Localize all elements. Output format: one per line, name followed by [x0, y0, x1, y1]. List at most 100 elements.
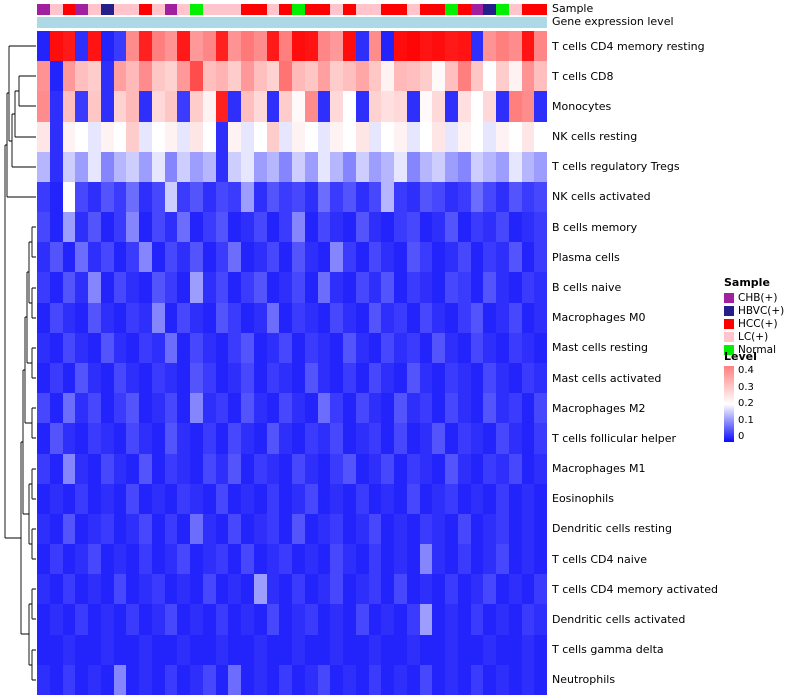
heatmap-cell — [126, 544, 139, 575]
heatmap-cell — [330, 151, 343, 182]
heatmap-cell — [75, 362, 88, 394]
heatmap-cell — [113, 181, 127, 213]
heatmap-cell — [445, 61, 458, 92]
heatmap-cell — [151, 151, 165, 182]
heatmap-cell — [394, 31, 407, 62]
heatmap-cell — [508, 212, 522, 243]
heatmap-cell — [126, 272, 139, 303]
heatmap-cell — [49, 393, 63, 424]
heatmap-cell — [368, 483, 382, 514]
heatmap-cell — [432, 664, 445, 695]
heatmap-cell — [355, 393, 369, 424]
heatmap-cell — [496, 362, 509, 394]
heatmap-cell — [139, 151, 152, 182]
heatmap-cell — [113, 272, 127, 303]
heatmap-cell — [139, 393, 152, 424]
heatmap-cell — [457, 61, 471, 92]
heatmap-cell — [419, 61, 433, 92]
sample-annotation-cell — [534, 4, 547, 15]
heatmap-cell — [228, 151, 241, 182]
heatmap-cell — [190, 453, 203, 484]
heatmap-cell — [317, 151, 331, 182]
heatmap-cell — [62, 634, 76, 665]
heatmap-cell — [88, 212, 101, 243]
heatmap-cell — [215, 574, 229, 605]
sample-annotation-cell — [49, 4, 63, 15]
heatmap-cell — [62, 242, 76, 273]
heatmap-cell — [419, 483, 433, 514]
heatmap-cell — [215, 272, 229, 303]
heatmap-cell — [406, 362, 420, 394]
heatmap-cell — [241, 513, 254, 545]
heatmap-cell — [521, 151, 535, 182]
heatmap-cell — [534, 31, 547, 62]
heatmap-cell — [202, 272, 216, 303]
heatmap-cell — [432, 181, 445, 213]
heatmap-cell — [470, 212, 484, 243]
heatmap-cell — [368, 91, 382, 122]
heatmap-cell — [445, 453, 458, 484]
heatmap-cell — [445, 332, 458, 363]
heatmap-cell — [164, 393, 178, 424]
heatmap-cell — [62, 151, 76, 182]
heatmap-cell — [496, 544, 509, 575]
heatmap-cell — [139, 181, 152, 213]
heatmap-cell — [508, 574, 522, 605]
heatmap-cell — [445, 31, 458, 62]
heatmap-cell — [228, 664, 241, 695]
heatmap-cell — [75, 151, 88, 182]
heatmap-cell — [432, 574, 445, 605]
heatmap-cell — [266, 393, 280, 424]
heatmap-cell — [126, 151, 139, 182]
heatmap-cell — [355, 212, 369, 243]
heatmap-cell — [496, 453, 509, 484]
heatmap-cell — [215, 151, 229, 182]
heatmap-cell — [241, 181, 254, 213]
heatmap-cell — [190, 91, 203, 122]
sample-legend-item: CHB(+) — [724, 292, 784, 304]
heatmap-cell — [406, 574, 420, 605]
sample-annotation-cell — [368, 4, 382, 15]
heatmap-cell — [394, 272, 407, 303]
heatmap-cell — [113, 604, 127, 635]
heatmap-cell — [406, 423, 420, 454]
heatmap-cell — [88, 604, 101, 635]
heatmap-cell — [343, 664, 356, 695]
heatmap-cell — [521, 664, 535, 695]
heatmap-cell — [317, 332, 331, 363]
heatmap-cell — [419, 272, 433, 303]
heatmap-cell — [292, 302, 305, 333]
heatmap-cell — [381, 393, 394, 424]
heatmap-cell — [88, 483, 101, 514]
heatmap-cell — [292, 151, 305, 182]
heatmap-cell — [88, 61, 101, 92]
sample-annotation-cell — [457, 4, 471, 15]
row-label: B cells memory — [552, 220, 638, 234]
heatmap-cell — [139, 332, 152, 363]
heatmap-cell — [253, 453, 267, 484]
heatmap-cell — [241, 212, 254, 243]
heatmap-cell — [508, 31, 522, 62]
heatmap-cell — [100, 664, 114, 695]
heatmap-cell — [266, 302, 280, 333]
heatmap-cell — [496, 332, 509, 363]
heatmap-cell — [202, 151, 216, 182]
heatmap-cell — [241, 272, 254, 303]
heatmap-cell — [164, 121, 178, 152]
heatmap-cell — [37, 393, 50, 424]
heatmap-cell — [113, 362, 127, 394]
heatmap-cell — [49, 634, 63, 665]
heatmap-cell — [88, 302, 101, 333]
heatmap-cell — [279, 483, 292, 514]
heatmap-cell — [457, 664, 471, 695]
heatmap-cell — [75, 423, 88, 454]
heatmap-cell — [406, 91, 420, 122]
heatmap-cell — [88, 513, 101, 545]
heatmap-cell — [139, 242, 152, 273]
heatmap-cell — [100, 332, 114, 363]
heatmap-cell — [394, 483, 407, 514]
heatmap-cell — [266, 423, 280, 454]
heatmap-cell — [151, 242, 165, 273]
heatmap-cell — [177, 91, 190, 122]
heatmap-cell — [496, 151, 509, 182]
